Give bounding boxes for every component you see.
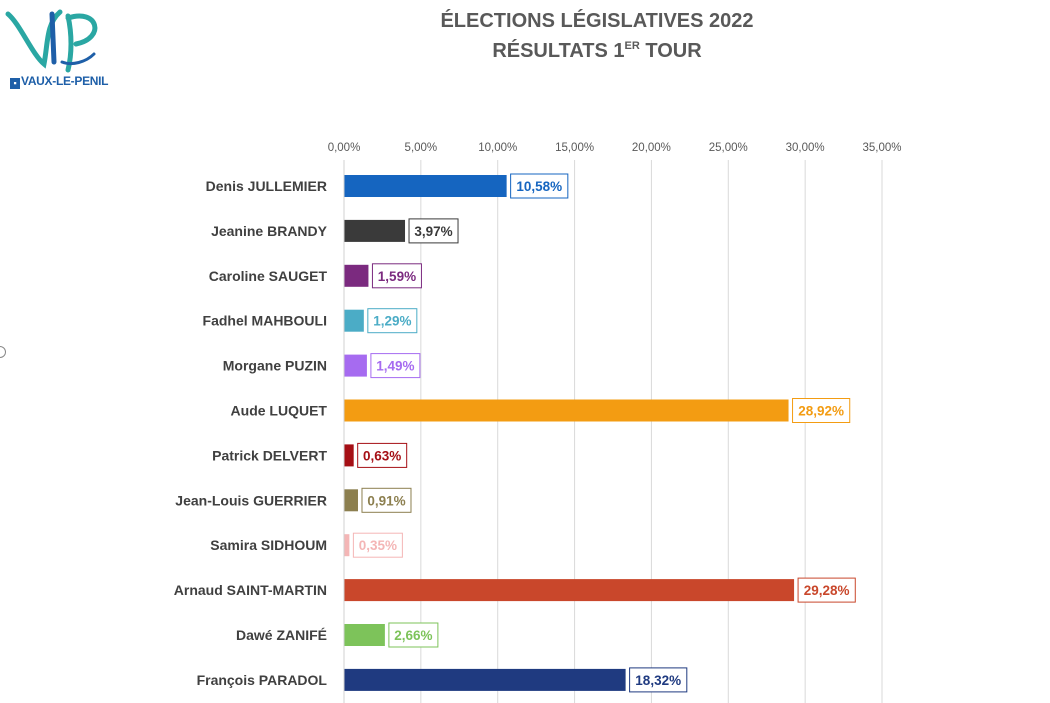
data-label: 0,63% <box>363 448 401 463</box>
x-tick-label: 0,00% <box>328 142 361 154</box>
data-label-box <box>792 398 851 423</box>
x-tick-label: 15,00% <box>555 142 594 154</box>
data-label: 3,97% <box>414 224 452 239</box>
category-label: Patrick DELVERT <box>212 447 327 463</box>
x-tick-label: 30,00% <box>786 142 825 154</box>
bar <box>344 579 795 602</box>
bar <box>344 668 626 691</box>
data-label: 29,28% <box>804 583 850 598</box>
data-label-box <box>408 218 459 244</box>
bar <box>344 309 364 332</box>
title2-end: TOUR <box>639 40 702 62</box>
bar <box>344 444 354 467</box>
data-label-box <box>797 577 856 603</box>
data-label-box <box>629 667 688 693</box>
data-label: 1,49% <box>376 359 414 374</box>
category-label: Morgane PUZIN <box>223 358 327 374</box>
data-label-box <box>367 308 418 334</box>
bar <box>344 399 789 422</box>
x-tick-label: 10,00% <box>478 142 517 154</box>
bar <box>344 264 369 287</box>
data-label: 2,66% <box>394 628 432 643</box>
chart-title-line2: RÉSULTATS 1ER TOUR <box>0 40 1050 63</box>
data-label: 1,59% <box>378 269 416 284</box>
bar <box>344 534 350 557</box>
data-label-box <box>357 442 408 468</box>
category-label: Arnaud SAINT-MARTIN <box>174 582 327 598</box>
logo-town-name: VAUX-LE-PENIL <box>21 74 109 88</box>
chart-title-line1: ÉLECTIONS LÉGISLATIVES 2022 <box>440 10 754 32</box>
data-label-box <box>371 263 422 289</box>
data-label: 0,91% <box>367 493 405 508</box>
category-label: Denis JULLEMIER <box>206 178 327 194</box>
category-label: Jean-Louis GUERRIER <box>175 492 327 508</box>
data-label: 10,58% <box>516 179 562 194</box>
logo-text: ▪ VAUX-LE-PENIL <box>10 74 109 89</box>
category-label: Dawé ZANIFÉ <box>236 627 327 643</box>
category-label: Caroline SAUGET <box>209 268 328 284</box>
bar <box>344 219 406 242</box>
title2-sup: ER <box>624 40 640 52</box>
bar <box>344 354 367 377</box>
category-label: Aude LUQUET <box>231 403 328 419</box>
vlp-logo <box>5 9 98 73</box>
x-tick-label: 35,00% <box>862 142 901 154</box>
category-label: Jeanine BRANDY <box>211 223 328 239</box>
data-label: 1,29% <box>373 314 411 329</box>
x-tick-label: 25,00% <box>709 142 748 154</box>
data-label-box <box>388 622 439 648</box>
logo-building-icon: ▪ <box>10 78 20 89</box>
title2-main: RÉSULTATS 1 <box>492 40 625 62</box>
data-label: 18,32% <box>635 673 681 688</box>
category-label: Fadhel MAHBOULI <box>203 313 327 329</box>
data-label-box <box>361 487 412 513</box>
x-tick-label: 20,00% <box>632 142 671 154</box>
data-label: 0,35% <box>359 538 397 553</box>
data-label: 28,92% <box>798 404 844 419</box>
category-label: François PARADOL <box>197 672 328 688</box>
category-label: Samira SIDHOUM <box>210 537 327 553</box>
bar <box>344 489 358 512</box>
data-label-box <box>370 353 421 379</box>
bar <box>344 624 385 646</box>
x-tick-label: 5,00% <box>405 142 438 154</box>
bar <box>344 175 507 197</box>
data-label-box <box>352 532 403 558</box>
data-label-box <box>510 173 569 199</box>
